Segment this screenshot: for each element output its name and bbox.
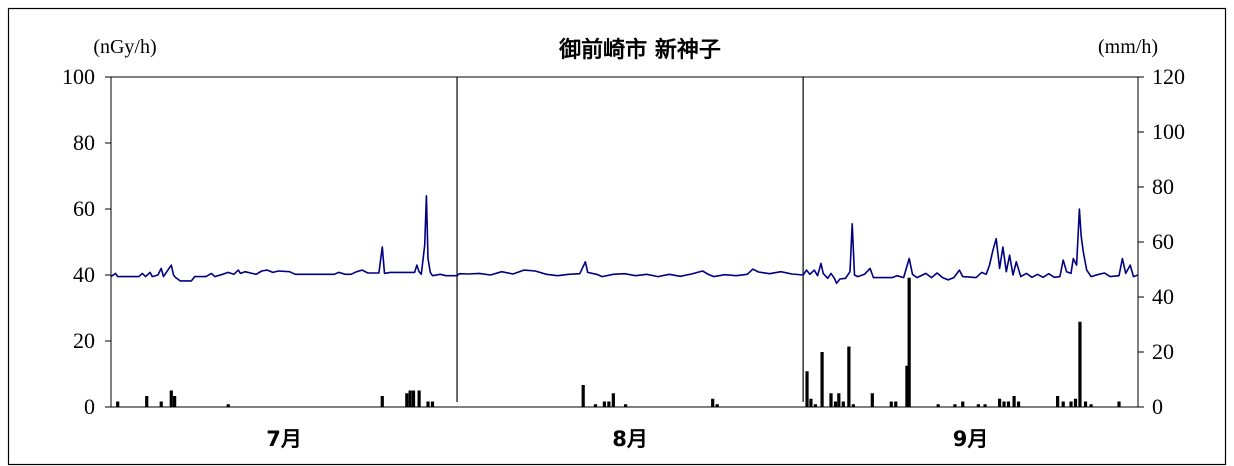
left-y-axis: 0 20 40 60 80 100 <box>62 64 111 419</box>
rainfall-bar <box>1061 401 1065 407</box>
rainfall-bar <box>430 401 435 407</box>
left-tick-label: 40 <box>73 262 95 287</box>
right-tick-label: 100 <box>1152 119 1185 144</box>
right-tick-label: 120 <box>1152 64 1185 89</box>
rainfall-bar <box>1069 401 1073 407</box>
rainfall-bar <box>1089 404 1093 407</box>
left-tick-label: 20 <box>73 328 95 353</box>
rainfall-bar <box>408 390 412 407</box>
right-tick-label: 20 <box>1152 339 1174 364</box>
rainfall-bar <box>870 393 874 407</box>
left-tick-label: 100 <box>62 64 95 89</box>
rainfall-bar <box>809 398 813 407</box>
rainfall-bar <box>833 401 838 407</box>
dose-rate-line <box>110 195 1139 285</box>
right-y-axis: 0 20 40 60 80 100 120 <box>1138 64 1185 419</box>
month-label: 8月 <box>612 427 648 451</box>
rainfall-bar <box>602 401 607 407</box>
right-tick-label: 60 <box>1152 229 1174 254</box>
rainfall-bar <box>411 390 416 407</box>
rainfall-bar <box>837 393 841 407</box>
rainfall-bar <box>847 346 851 407</box>
left-tick-label: 80 <box>73 130 95 155</box>
rainfall-bar <box>1078 321 1082 407</box>
plot-area <box>110 76 1139 408</box>
rainfall-bar <box>841 401 845 407</box>
right-tick-label: 80 <box>1152 174 1174 199</box>
left-tick-label: 0 <box>84 394 95 419</box>
left-axis-unit: (nGy/h) <box>93 36 156 58</box>
rainfall-bar <box>145 396 149 407</box>
rainfall-bar <box>813 404 817 407</box>
rainfall-bar <box>820 352 824 407</box>
rainfall-bar <box>1073 398 1078 407</box>
rainfall-bar <box>1016 401 1021 407</box>
rainfall-bar <box>905 365 909 407</box>
right-tick-label: 0 <box>1152 394 1163 419</box>
rainfall-bar <box>1006 401 1011 407</box>
left-tick-label: 60 <box>73 196 95 221</box>
rainfall-bar <box>405 393 409 407</box>
rainfall-bar <box>624 404 628 407</box>
rainfall-bar <box>1056 396 1060 407</box>
rainfall-bar <box>805 371 809 407</box>
rainfall-bar <box>936 404 940 407</box>
rainfall-bar <box>1002 401 1006 407</box>
month-separators <box>456 77 804 403</box>
rainfall-bar <box>159 401 163 407</box>
rainfall-bar <box>851 404 855 407</box>
rainfall-bar <box>173 396 177 407</box>
x-axis-month-labels: 7月 8月 9月 <box>266 427 988 451</box>
rainfall-bar <box>907 277 911 407</box>
chart-title: 御前崎市 新神子 <box>558 37 721 63</box>
rainfall-bar <box>380 396 384 407</box>
rainfall-bar <box>226 404 230 407</box>
month-label: 7月 <box>266 427 302 451</box>
rainfall-bar <box>976 404 980 407</box>
rainfall-bar <box>711 398 715 407</box>
rainfall-bar <box>894 401 898 407</box>
rainfall-bar <box>715 404 719 407</box>
rainfall-bar <box>953 404 957 407</box>
right-axis-unit: (mm/h) <box>1098 36 1158 58</box>
rainfall-bar <box>116 401 120 407</box>
rainfall-bar <box>889 401 893 407</box>
dose-rate-series <box>110 195 1139 285</box>
rainfall-bar <box>417 390 421 407</box>
rainfall-bars <box>116 277 1121 407</box>
rainfall-bar <box>829 393 833 407</box>
rainfall-bar <box>997 398 1002 407</box>
rainfall-bar <box>593 404 598 407</box>
rainfall-bar <box>611 393 615 407</box>
rainfall-bar <box>1117 401 1121 407</box>
rainfall-bar <box>169 390 173 407</box>
rainfall-bar <box>607 401 611 407</box>
right-tick-label: 40 <box>1152 284 1174 309</box>
month-label: 9月 <box>953 427 989 451</box>
rainfall-bar <box>983 404 987 407</box>
rainfall-bar <box>1012 396 1016 407</box>
rainfall-bar <box>1083 401 1088 407</box>
rainfall-bar <box>961 401 965 407</box>
rainfall-bar <box>581 385 585 407</box>
rainfall-bar <box>426 401 430 407</box>
